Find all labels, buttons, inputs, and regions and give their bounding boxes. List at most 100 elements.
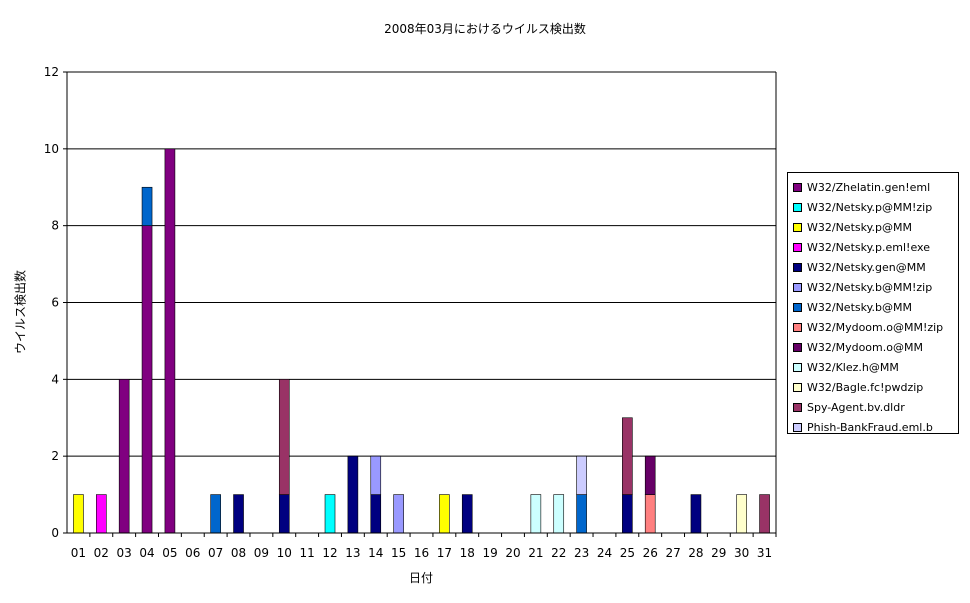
legend-label: W32/Netsky.b@MM!zip — [807, 280, 933, 294]
x-axis-label: 日付 — [408, 571, 434, 585]
x-tick-label: 24 — [597, 546, 612, 560]
legend-label: W32/Mydoom.o@MM!zip — [807, 320, 944, 334]
legend-item: W32/Netsky.p@MM!zip — [793, 197, 958, 217]
bar-segment — [644, 494, 656, 534]
x-tick-label: 03 — [117, 546, 132, 560]
x-tick-label: 16 — [414, 546, 429, 560]
x-tick-label: 11 — [300, 546, 315, 560]
x-tick-label: 25 — [620, 546, 635, 560]
legend-swatch — [793, 362, 802, 372]
legend-label: W32/Zhelatin.gen!eml — [807, 180, 931, 194]
bar-segment — [530, 494, 542, 534]
x-tick-label: 10 — [277, 546, 292, 560]
bar-segment — [141, 225, 153, 534]
x-tick-label: 19 — [482, 546, 497, 560]
x-tick-label: 09 — [254, 546, 269, 560]
legend-item: W32/Netsky.b@MM — [793, 297, 958, 317]
x-tick-label: 14 — [368, 546, 383, 560]
x-tick-label: 28 — [688, 546, 703, 560]
bar-segment — [461, 494, 473, 534]
x-tick-label: 20 — [505, 546, 520, 560]
legend-swatch — [793, 182, 802, 192]
bar-segment — [759, 494, 770, 534]
legend-swatch — [793, 202, 802, 212]
bar-segment — [370, 494, 382, 534]
legend-swatch — [793, 222, 802, 232]
bar-segment — [324, 494, 336, 534]
legend-label: W32/Bagle.fc!pwdzip — [807, 380, 924, 394]
x-tick-label: 22 — [551, 546, 566, 560]
x-tick-label: 15 — [391, 546, 406, 560]
legend-label: Phish-BankFraud.eml.b — [807, 420, 933, 434]
chart-title: 2008年03月におけるウイルス検出数 — [384, 22, 586, 36]
legend-swatch — [793, 262, 802, 272]
y-tick-label: 6 — [51, 296, 59, 310]
legend-label: W32/Netsky.b@MM — [807, 300, 912, 314]
bar-segment — [622, 494, 633, 534]
bar-segment — [210, 494, 221, 534]
legend-item: W32/Netsky.b@MM!zip — [793, 277, 958, 297]
legend-swatch — [793, 302, 802, 312]
x-tick-label: 17 — [437, 546, 452, 560]
y-axis-label: ウイルス検出数 — [13, 269, 28, 355]
x-tick-label: 26 — [643, 546, 658, 560]
legend-item: W32/Klez.h@MM — [793, 357, 958, 377]
legend-label: W32/Netsky.p.eml!exe — [807, 240, 930, 254]
legend-swatch — [793, 402, 802, 412]
x-tick-label: 06 — [185, 546, 200, 560]
bar-segment — [622, 417, 633, 495]
bar-segment — [118, 379, 130, 534]
legend-label: W32/Klez.h@MM — [807, 360, 899, 374]
legend-label: W32/Netsky.gen@MM — [807, 260, 926, 274]
bar-segment — [164, 148, 176, 534]
bar-segment — [233, 494, 244, 534]
axes — [63, 71, 777, 537]
legend-label: W32/Netsky.p@MM!zip — [807, 200, 933, 214]
x-tick-label: 29 — [711, 546, 726, 560]
y-tick-label: 2 — [51, 449, 59, 463]
bar-segment — [278, 494, 290, 534]
legend-swatch — [793, 282, 802, 292]
bar-segment — [141, 186, 153, 226]
x-tick-label: 08 — [231, 546, 246, 560]
bar-segment — [553, 494, 565, 534]
x-tick-label: 05 — [162, 546, 177, 560]
legend-label: Spy-Agent.bv.dldr — [807, 400, 905, 414]
legend-item: Spy-Agent.bv.dldr — [793, 397, 958, 417]
legend-item: W32/Bagle.fc!pwdzip — [793, 377, 958, 397]
legend: W32/Zhelatin.gen!eml W32/Netsky.p@MM!zip W… — [787, 172, 959, 434]
x-tick-label: 31 — [757, 546, 772, 560]
legend-item: W32/Mydoom.o@MM!zip — [793, 317, 958, 337]
bar-segment — [736, 494, 747, 534]
legend-item: Phish-BankFraud.eml.b — [793, 417, 958, 437]
bar-segment — [370, 455, 382, 495]
legend-item: W32/Zhelatin.gen!eml — [793, 177, 958, 197]
x-tick-label: 18 — [460, 546, 475, 560]
bar-segment — [347, 455, 359, 534]
x-tick-label: 02 — [94, 546, 109, 560]
x-tick-label: 04 — [139, 546, 154, 560]
bars — [73, 148, 770, 534]
bar-segment — [393, 494, 404, 534]
bar-segment — [576, 455, 587, 495]
legend-item: W32/Mydoom.o@MM — [793, 337, 958, 357]
legend-item: W32/Netsky.p.eml!exe — [793, 237, 958, 257]
y-tick-label: 8 — [51, 219, 59, 233]
x-tick-label: 13 — [345, 546, 360, 560]
y-tick-label: 12 — [44, 65, 59, 79]
x-tick-label: 01 — [71, 546, 86, 560]
bar-segment — [439, 494, 450, 534]
legend-swatch — [793, 382, 802, 392]
bar-segment — [96, 494, 107, 534]
x-tick-label: 21 — [528, 546, 543, 560]
legend-swatch — [793, 422, 802, 432]
bar-segment — [690, 494, 702, 534]
y-tick-label: 10 — [44, 142, 59, 156]
legend-item: W32/Netsky.p@MM — [793, 217, 958, 237]
x-tick-label: 07 — [208, 546, 223, 560]
legend-label: W32/Netsky.p@MM — [807, 220, 912, 234]
legend-swatch — [793, 342, 802, 352]
bar-segment — [278, 379, 290, 495]
